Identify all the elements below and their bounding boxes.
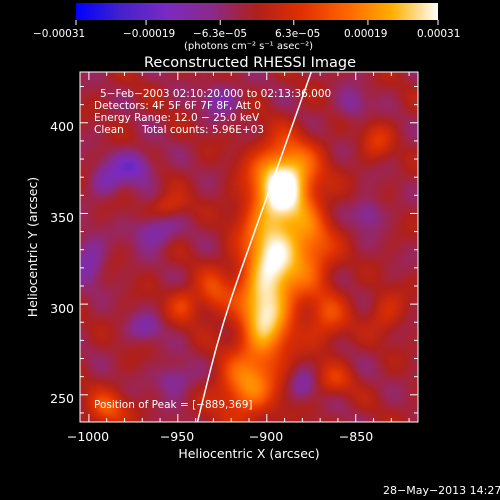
colorbar-tick-label-1: −0.00031: [33, 28, 85, 40]
y-tick-label-3: 350: [50, 210, 74, 225]
annotation-peak-position: Position of Peak = [−889,369]: [94, 399, 253, 411]
colorbar-tick-label-4: 6.3e−05: [275, 28, 320, 40]
colorbar-unit-label: (photons cm⁻² s⁻¹ asec⁻²): [184, 41, 313, 52]
colorbar: [76, 3, 438, 20]
x-tick-label-2: −950: [160, 429, 194, 444]
colorbar-tick-label-3: −6.3e−05: [193, 28, 247, 40]
colorbar-tick-label-6: 0.00031: [417, 28, 460, 40]
colorbar-tick-label-2: −0.00019: [123, 28, 175, 40]
colorbar-tick-label-5: 0.00019: [344, 28, 387, 40]
annotation-total-counts: Total counts: 5.96E+03: [141, 124, 264, 136]
annotation-detectors: Detectors: 4F 5F 6F 7F 8F, Att 0: [94, 100, 261, 112]
solar-limb-arc: [196, 72, 312, 422]
axis-ticks: [80, 72, 418, 422]
x-axis-title: Heliocentric X (arcsec): [178, 446, 319, 461]
y-tick-label-2: 300: [50, 301, 74, 316]
annotation-time-range: 5−Feb−2003 02:10:20.000 to 02:13:36.000: [100, 88, 331, 100]
y-axis-title: Heliocentric Y (arcsec): [25, 177, 40, 317]
x-tick-label-3: −900: [249, 429, 283, 444]
footer-timestamp: 28−May−2013 14:27: [383, 484, 500, 497]
y-tick-label-4: 400: [50, 119, 74, 134]
x-tick-label-4: −850: [339, 429, 373, 444]
x-tick-label-1: −1000: [67, 429, 109, 444]
chart-title: Reconstructed RHESSI Image: [144, 55, 356, 71]
annotation-energy-range: Energy Range: 12.0 − 25.0 keV: [94, 112, 260, 124]
colorbar-ticks: [75, 20, 439, 25]
annotation-clean: Clean: [94, 124, 124, 136]
y-tick-label-1: 250: [50, 391, 74, 406]
